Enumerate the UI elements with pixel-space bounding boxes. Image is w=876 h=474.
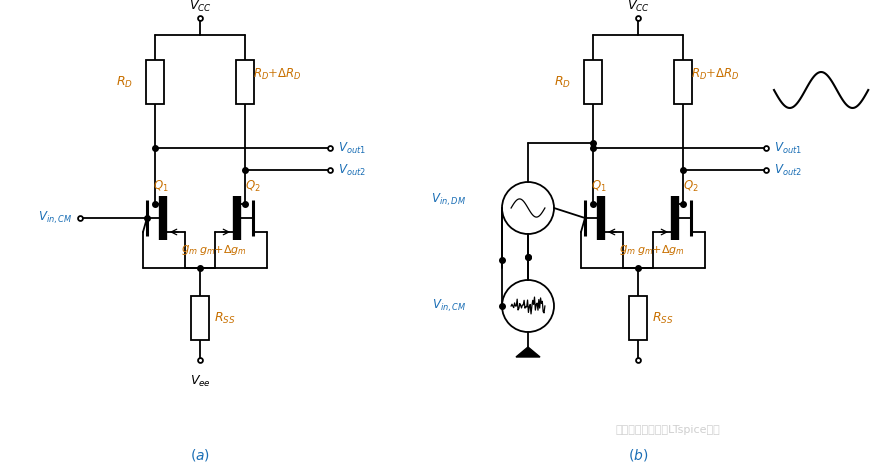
Text: $R_D$: $R_D$	[554, 74, 571, 90]
Text: $V_{out1}$: $V_{out1}$	[774, 140, 802, 155]
Bar	[146, 60, 164, 104]
Bar	[191, 296, 209, 340]
Text: $V_{in, CM}$: $V_{in, CM}$	[432, 298, 466, 314]
Text: 放大器参数解析与LTspice仿真: 放大器参数解析与LTspice仿真	[616, 425, 720, 435]
Text: $g_m$: $g_m$	[619, 243, 636, 257]
Text: $R_D$+$\Delta R_D$: $R_D$+$\Delta R_D$	[691, 66, 740, 82]
Text: $V_{out1}$: $V_{out1}$	[338, 140, 366, 155]
Text: $V_{ee}$: $V_{ee}$	[189, 374, 210, 389]
Bar	[674, 60, 692, 104]
Text: $g_m$+$\Delta g_m$: $g_m$+$\Delta g_m$	[637, 243, 685, 257]
Text: $(a)$: $(a)$	[190, 447, 210, 463]
Text: $V_{CC}$: $V_{CC}$	[188, 0, 211, 14]
Text: $R_D$: $R_D$	[116, 74, 133, 90]
Text: $R_{SS}$: $R_{SS}$	[652, 310, 674, 326]
Text: $Q_1$: $Q_1$	[153, 178, 169, 193]
Text: $V_{out2}$: $V_{out2}$	[774, 163, 802, 178]
Text: $V_{CC}$: $V_{CC}$	[626, 0, 649, 14]
Text: $Q_2$: $Q_2$	[683, 178, 699, 193]
Bar	[584, 60, 602, 104]
Text: $(b)$: $(b)$	[628, 447, 648, 463]
Text: $Q_2$: $Q_2$	[245, 178, 261, 193]
Bar	[629, 296, 647, 340]
Text: $R_{SS}$: $R_{SS}$	[214, 310, 236, 326]
Text: $V_{in, DM}$: $V_{in, DM}$	[431, 192, 466, 208]
Text: $Q_1$: $Q_1$	[591, 178, 607, 193]
Text: $V_{in, CM}$: $V_{in, CM}$	[38, 210, 72, 226]
Text: $V_{out2}$: $V_{out2}$	[338, 163, 366, 178]
Text: $R_D$+$\Delta R_D$: $R_D$+$\Delta R_D$	[253, 66, 302, 82]
Bar	[236, 60, 254, 104]
Text: $g_m$+$\Delta g_m$: $g_m$+$\Delta g_m$	[199, 243, 247, 257]
Text: $g_m$: $g_m$	[181, 243, 198, 257]
Polygon shape	[516, 347, 540, 357]
